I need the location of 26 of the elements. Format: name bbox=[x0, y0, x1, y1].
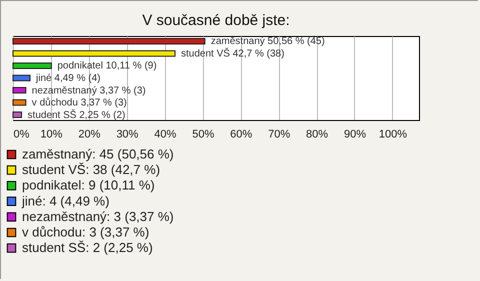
data-label: v důchodu 3,37 % (3) bbox=[32, 96, 127, 109]
legend-label: student SŠ: 2 (2,25 %) bbox=[22, 240, 153, 256]
legend-label: podnikatel: 9 (10,11 %) bbox=[22, 178, 155, 193]
data-label: podnikatel 10,11 % (9) bbox=[57, 60, 157, 72]
x-tick-label: 60% bbox=[230, 128, 252, 140]
x-tick-label: 10% bbox=[40, 128, 63, 140]
x-tick-label: 20% bbox=[78, 128, 101, 140]
legend-label: nezaměstnaný: 3 (3,37 %) bbox=[22, 208, 174, 224]
data-label: zaměstnaný 50,56 % (45) bbox=[210, 36, 325, 48]
x-tick-label: 50% bbox=[192, 128, 214, 140]
x-tick-label: 30% bbox=[116, 128, 139, 140]
legend-label: jiné: 4 (4,49 %) bbox=[21, 193, 110, 208]
x-tick-label: 40% bbox=[154, 128, 176, 140]
x-tick-label: 100% bbox=[378, 128, 408, 140]
x-tick-label: 90% bbox=[344, 128, 366, 140]
data-label: jiné 4,49 % (4) bbox=[35, 73, 101, 84]
data-label: student SŠ 2,25 % (2) bbox=[28, 108, 126, 121]
x-tick-label: 0% bbox=[14, 128, 30, 140]
data-label: student VŠ 42,7 % (38) bbox=[181, 47, 284, 60]
x-tick-label: 70% bbox=[268, 128, 290, 140]
x-tick-label: 80% bbox=[306, 128, 328, 140]
data-label: nezaměstnaný 3,37 % (3) bbox=[32, 85, 146, 96]
chart-title: V současné době jste: bbox=[142, 12, 290, 29]
legend-label: zaměstnaný: 45 (50,56 %) bbox=[22, 146, 174, 162]
legend-label: student VŠ: 38 (42,7 %) bbox=[22, 162, 160, 178]
legend-label: v důchodu: 3 (3,37 %) bbox=[22, 224, 150, 240]
